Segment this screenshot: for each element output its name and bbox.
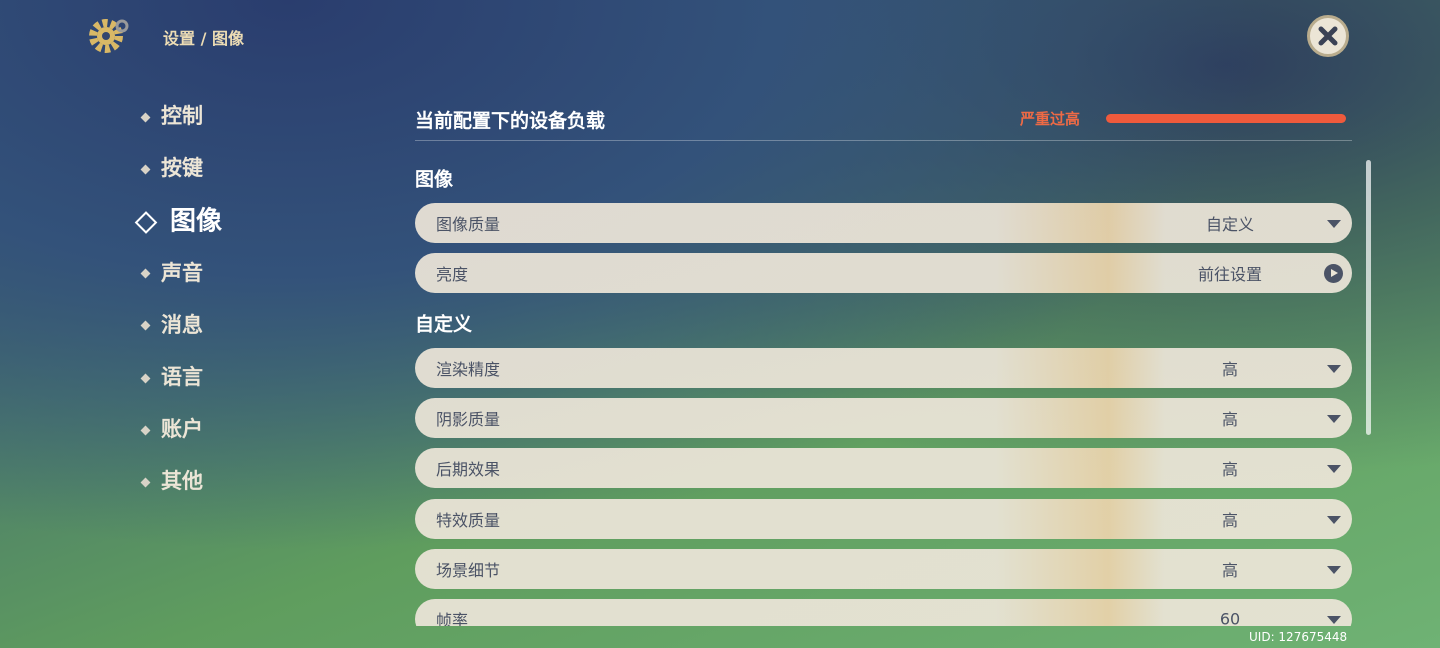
setting-row[interactable]: 阴影质量 高: [415, 397, 1352, 438]
setting-value: 高: [1221, 510, 1238, 530]
setting-row[interactable]: 图像质量 自定义: [415, 203, 1352, 243]
nav-item[interactable]: 控制: [142, 100, 203, 130]
nav-item[interactable]: 按键: [142, 152, 203, 182]
dropdown-arrow[interactable]: [1327, 465, 1341, 474]
dropdown-arrow[interactable]: [1327, 565, 1341, 574]
nav-item[interactable]: 语言: [142, 361, 203, 391]
dropdown-arrow[interactable]: [1327, 616, 1341, 625]
setting-value: 高: [1221, 359, 1238, 379]
setting-value: 前往设置: [1197, 265, 1262, 285]
setting-label: 特效质量: [436, 510, 501, 530]
setting-row[interactable]: 后期效果 高: [415, 448, 1352, 489]
dropdown-arrow[interactable]: [1327, 515, 1341, 524]
setting-row[interactable]: 帧率 60: [415, 599, 1352, 626]
nav-item[interactable]: 声音: [142, 257, 203, 287]
setting-label: 亮度: [436, 265, 469, 285]
load-label: 当前配置下的设备负载: [415, 110, 606, 132]
close-button[interactable]: [1307, 15, 1349, 57]
nav-item[interactable]: 其他: [142, 465, 203, 495]
setting-label: 阴影质量: [436, 409, 501, 429]
settings-icon: [89, 19, 129, 53]
divider: [415, 140, 1352, 141]
nav-item[interactable]: 消息: [142, 309, 203, 339]
setting-value: 60: [1219, 609, 1241, 626]
nav-item[interactable]: 图像: [138, 201, 222, 238]
settings-list: 图像 图像质量 自定义 亮度 前往设置 自定义 渲染精度高阴影质量高后期效果高特效质量高场景…: [415, 150, 1355, 626]
uid: UID: 127675448: [1249, 630, 1348, 644]
setting-label: 场景细节: [436, 560, 501, 580]
setting-label: 渲染精度: [436, 359, 501, 379]
setting-value: 高: [1221, 409, 1238, 429]
close-icon: [1318, 26, 1338, 46]
setting-row[interactable]: 特效质量 高: [415, 498, 1352, 539]
section-title: 图像: [415, 168, 454, 191]
nav-item[interactable]: 账户: [142, 413, 203, 443]
setting-row[interactable]: 亮度 前往设置: [415, 253, 1352, 294]
setting-label: 图像质量: [436, 215, 501, 234]
setting-label: 帧率: [436, 611, 469, 626]
setting-value: 高: [1221, 560, 1238, 580]
scrollbar: [1366, 160, 1371, 435]
setting-label: 后期效果: [436, 460, 501, 480]
setting-value: 自定义: [1205, 215, 1254, 234]
dropdown-arrow[interactable]: [1327, 364, 1341, 373]
setting-value: 高: [1221, 460, 1238, 480]
dropdown-arrow[interactable]: [1327, 220, 1341, 228]
setting-row[interactable]: 场景细节 高: [415, 548, 1352, 589]
breadcrumb: 设置 / 图像: [163, 29, 244, 48]
load-bar: [1106, 114, 1346, 123]
section-title: 自定义: [415, 313, 473, 336]
dropdown-arrow[interactable]: [1327, 414, 1341, 423]
link-icon[interactable]: [1324, 264, 1343, 284]
setting-row[interactable]: 渲染精度 高: [415, 347, 1352, 388]
load-status: 严重过高: [1020, 110, 1081, 128]
